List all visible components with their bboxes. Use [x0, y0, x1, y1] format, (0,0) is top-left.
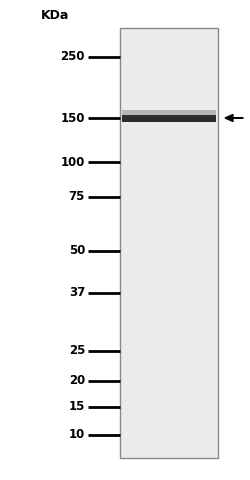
Bar — [122, 115, 216, 121]
Text: KDa: KDa — [41, 9, 69, 22]
Text: 50: 50 — [68, 244, 85, 257]
Bar — [120, 28, 218, 458]
Text: 25: 25 — [68, 345, 85, 358]
Text: 20: 20 — [69, 374, 85, 387]
Text: 15: 15 — [68, 400, 85, 413]
Text: 100: 100 — [60, 156, 85, 168]
Text: 10: 10 — [69, 429, 85, 442]
Bar — [122, 118, 216, 122]
Text: 250: 250 — [60, 50, 85, 63]
Text: 37: 37 — [69, 287, 85, 300]
Bar — [122, 110, 216, 115]
Text: 150: 150 — [60, 111, 85, 124]
FancyArrow shape — [225, 115, 243, 121]
Text: 75: 75 — [68, 191, 85, 204]
